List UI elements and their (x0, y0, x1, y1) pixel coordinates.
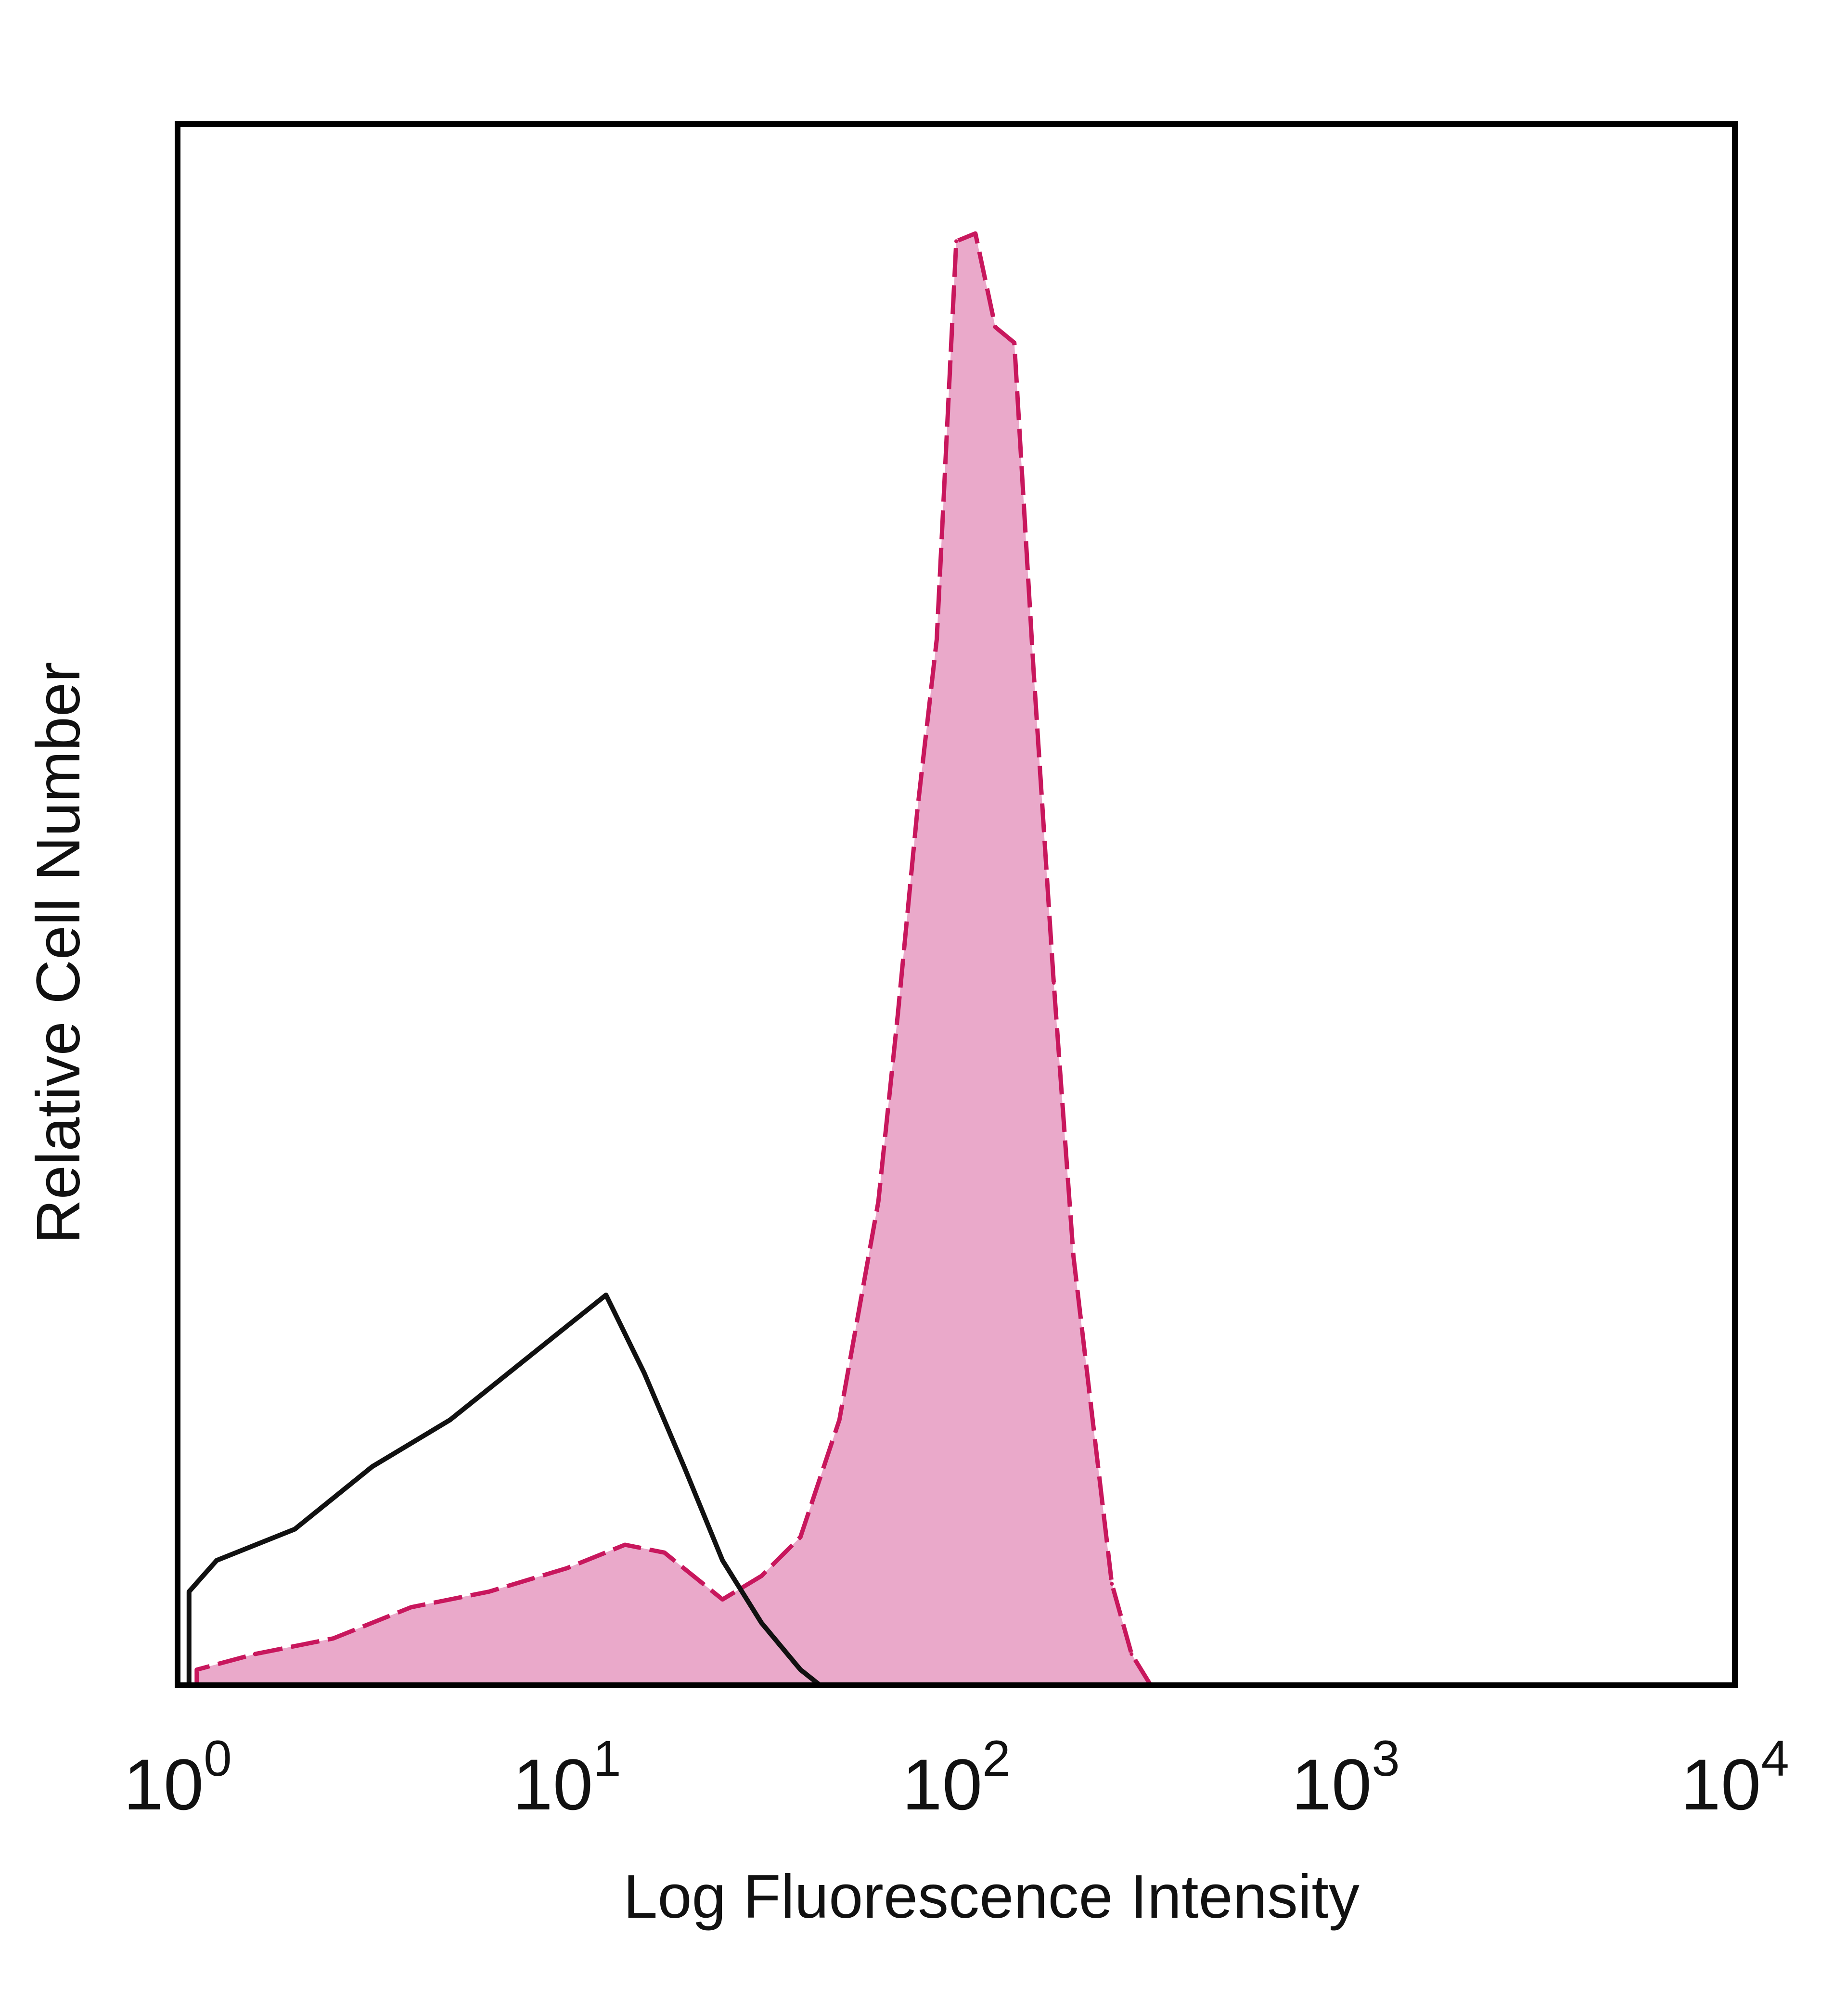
series-0-point (1129, 1652, 1134, 1656)
x-tick-exponent: 4 (1761, 1731, 1789, 1787)
series-0-point (662, 1551, 667, 1555)
series-1-point (604, 1293, 608, 1297)
x-tick-exponent: 0 (204, 1731, 231, 1787)
series-0-point (331, 1636, 335, 1641)
series-0-point (954, 239, 958, 244)
series-0-point (876, 1199, 881, 1204)
series-0-point (623, 1543, 627, 1547)
series-0-point (253, 1652, 257, 1656)
series-1-point (565, 1324, 569, 1328)
series-1-point (448, 1418, 452, 1422)
series-0-point (915, 809, 919, 813)
x-tick-label: 104 (1681, 1731, 1789, 1825)
series-0-point (1052, 981, 1056, 985)
series-0-point (896, 1012, 900, 1016)
x-tick-base: 10 (902, 1744, 982, 1825)
x-tick-base: 10 (1291, 1744, 1372, 1825)
series-1-point (187, 1590, 191, 1594)
series-0-point (759, 1574, 764, 1578)
series-1-point (798, 1667, 803, 1672)
series-1-point (642, 1371, 646, 1375)
x-tick-label: 101 (513, 1731, 621, 1825)
series-0-point (720, 1597, 725, 1602)
series-1-point (370, 1464, 374, 1469)
x-tick-exponent: 2 (982, 1731, 1010, 1787)
series-1-point (293, 1527, 297, 1531)
series-0-point (487, 1590, 491, 1594)
x-tick-label: 103 (1291, 1731, 1399, 1825)
series-0-point (837, 1418, 842, 1422)
x-tick-base: 10 (123, 1744, 204, 1825)
series-layer (186, 231, 1153, 1687)
x-axis-label: Log Fluorescence Intensity (623, 1862, 1360, 1931)
series-0-point (1110, 1582, 1114, 1586)
x-tick-label: 102 (902, 1731, 1010, 1825)
series-1-point (526, 1355, 530, 1359)
series-1-point (215, 1558, 219, 1563)
series-0-fill (196, 233, 1151, 1685)
series-0-point (409, 1605, 413, 1609)
series-0-point (1071, 1254, 1076, 1258)
series-0-point (1031, 668, 1036, 673)
series-1-point (720, 1558, 725, 1563)
series-0-point (1012, 341, 1016, 345)
plot-frame (175, 121, 1738, 1688)
x-tick-exponent: 3 (1372, 1731, 1399, 1787)
series-0-point (194, 1667, 199, 1672)
series-1-point (759, 1621, 764, 1625)
series-0-point (935, 637, 939, 641)
series-0-point (798, 1535, 803, 1539)
series-0-point (565, 1566, 569, 1570)
x-tick-labels: 100 101 102 103 104 (123, 1731, 1789, 1825)
series-0-point (993, 325, 998, 329)
x-tick-label: 100 (123, 1731, 231, 1825)
series-1-point (682, 1464, 686, 1469)
x-tick-base: 10 (1681, 1744, 1761, 1825)
y-axis-label: Relative Cell Number (24, 662, 93, 1244)
x-tick-base: 10 (513, 1744, 593, 1825)
series-0-point (973, 231, 977, 236)
x-tick-exponent: 1 (593, 1731, 621, 1787)
